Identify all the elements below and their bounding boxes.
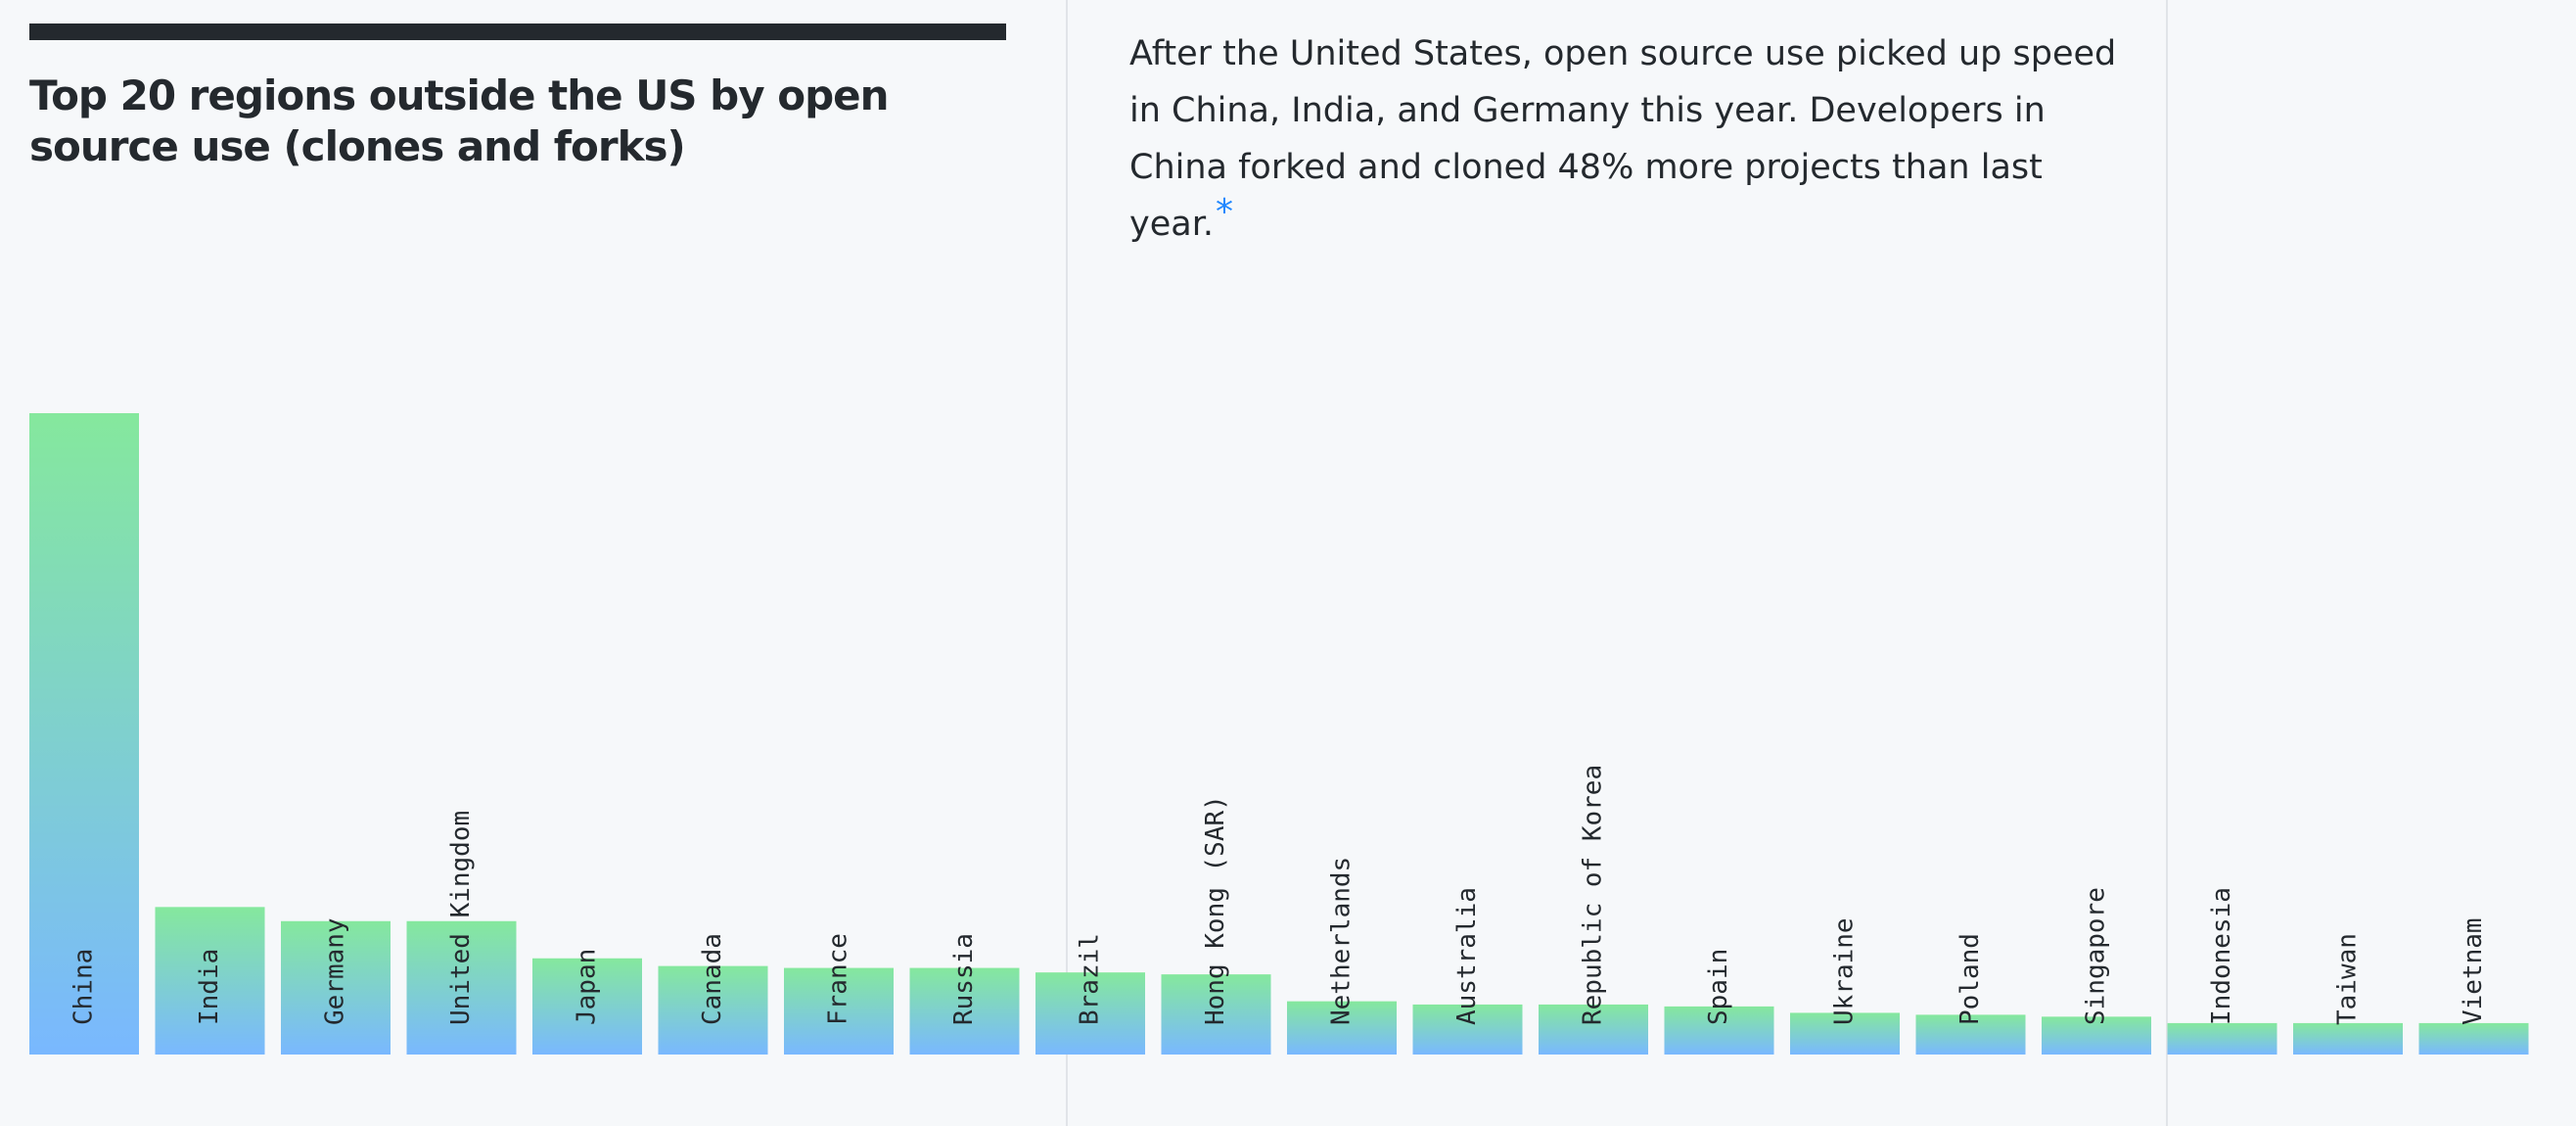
bar-label: Singapore: [2082, 887, 2111, 1025]
bar-label: Republic of Korea: [1579, 765, 1608, 1025]
bar-hong-kong-sar: [1161, 974, 1271, 1055]
bar-label: United Kingdom: [446, 811, 476, 1025]
bar-label: Germany: [321, 917, 350, 1025]
bar-label: Ukraine: [1830, 917, 1860, 1025]
bar-label: Japan: [573, 949, 602, 1025]
bar-russia: [909, 967, 1020, 1055]
bar-label: Taiwan: [2333, 933, 2363, 1025]
bar-label: Australia: [1452, 887, 1482, 1025]
bar-label: Spain: [1704, 949, 1733, 1025]
bar-poland: [1915, 1014, 2026, 1055]
description-text: After the United States, open source use…: [1129, 34, 2117, 244]
bar-united-kingdom: [406, 920, 517, 1055]
bar-canada: [658, 965, 768, 1055]
bar-japan: [532, 958, 642, 1055]
description-text-block: After the United States, open source use…: [1129, 25, 2118, 253]
title-rule: [29, 23, 1006, 40]
bar-india: [155, 907, 265, 1055]
bar-label: Vietnam: [2459, 917, 2488, 1025]
bar-label: China: [69, 949, 99, 1025]
bar-label: Canada: [698, 933, 727, 1025]
bar-label: Netherlands: [1327, 857, 1357, 1025]
footnote-link[interactable]: *: [1216, 192, 1233, 232]
column-guide-line-2: [2166, 0, 2168, 1126]
bar-republic-of-korea: [1539, 1004, 1648, 1055]
bar-indonesia: [2167, 1022, 2277, 1055]
bar-ukraine: [1790, 1012, 1900, 1055]
bar-australia: [1412, 1004, 1523, 1055]
bar-spain: [1664, 1006, 1774, 1055]
bar-label: Brazil: [1076, 933, 1105, 1025]
bar-label: Hong Kong (SAR): [1201, 795, 1230, 1025]
bar-label: India: [195, 949, 224, 1025]
bar-label: Indonesia: [2207, 887, 2236, 1025]
bar-taiwan: [2293, 1022, 2403, 1055]
bar-netherlands: [1287, 1001, 1397, 1055]
bar-label: France: [824, 933, 853, 1025]
bar-label: Poland: [1955, 933, 1985, 1025]
bar-vietnam: [2418, 1022, 2529, 1055]
bar-label: Russia: [949, 933, 979, 1025]
bar-france: [784, 967, 894, 1055]
column-guide-line-1: [1066, 0, 1068, 1126]
chart-title: Top 20 regions outside the US by open so…: [29, 71, 890, 170]
bar-group: China India Germany United Kingdom Japan Cana…: [29, 413, 2529, 1055]
bar-germany: [281, 920, 391, 1055]
bar-singapore: [2042, 1016, 2151, 1055]
bar-brazil: [1035, 972, 1145, 1055]
bar-china: [29, 413, 139, 1055]
